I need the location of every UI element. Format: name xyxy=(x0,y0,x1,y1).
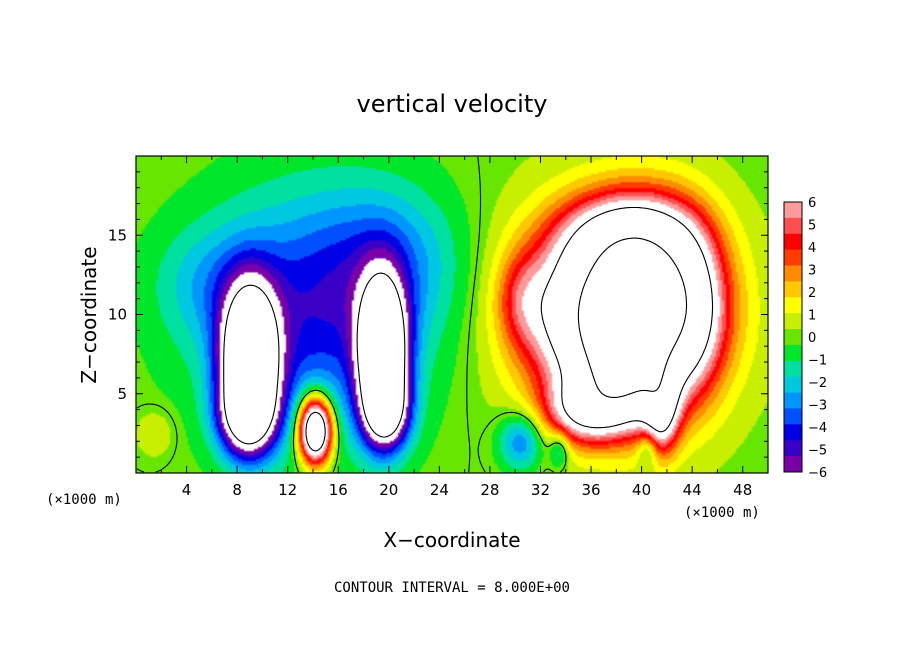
colorbar-segment xyxy=(784,217,802,235)
contour-negative xyxy=(223,272,406,445)
colorbar-segment xyxy=(784,281,802,298)
contour-line xyxy=(305,206,714,452)
x-tick-label: 24 xyxy=(430,481,449,499)
colorbar-tick-label: −5 xyxy=(808,444,827,459)
colorbar-segment xyxy=(784,456,802,473)
x-tick-label: 32 xyxy=(531,481,550,499)
colorbar-tick-label: 6 xyxy=(808,196,816,211)
colorbar-segment xyxy=(784,360,802,378)
x-tick-label: 44 xyxy=(683,481,702,499)
colorbar-tick-label: −1 xyxy=(808,354,827,369)
colorbar-tick-label: −6 xyxy=(808,466,827,481)
colorbar-tick-label: 2 xyxy=(808,286,816,301)
y-tick-label: 15 xyxy=(108,226,127,244)
colorbar-segment xyxy=(784,265,802,282)
contour-line xyxy=(577,237,688,398)
x-tick-label: 40 xyxy=(632,481,651,499)
y-tick-label: 10 xyxy=(108,306,127,324)
x-unit-label-left: (×1000 m) xyxy=(46,492,122,508)
colorbar: 6 5 4 3 2 1 0 −1 −2 −3 −4 −5 −6 xyxy=(783,196,827,481)
colorbar-segment xyxy=(784,202,802,219)
velocity-field-image xyxy=(136,156,768,473)
x-tick-label: 4 xyxy=(182,481,192,499)
x-tick-label: 28 xyxy=(480,481,499,499)
contour-lines xyxy=(136,156,714,473)
colorbar-segment xyxy=(784,233,802,251)
colorbar-segment xyxy=(784,440,802,457)
colorbar-segment xyxy=(784,344,802,362)
x-tick-label: 12 xyxy=(278,481,297,499)
x-axis-ticks: 4 8 12 16 20 24 28 32 36 40 44 48 xyxy=(160,156,752,499)
x-tick-label: 48 xyxy=(733,481,752,499)
colorbar-segment xyxy=(784,376,802,394)
colorbar-tick-label: −2 xyxy=(808,376,827,391)
colorbar-segment xyxy=(784,408,802,425)
x-unit-label-right: (×1000 m) xyxy=(684,505,760,521)
x-axis-title: X−coordinate xyxy=(383,528,520,552)
colorbar-segment xyxy=(784,424,802,441)
y-axis-ticks: 5 10 15 xyxy=(108,171,768,458)
x-tick-label: 20 xyxy=(379,481,398,499)
x-tick-label: 36 xyxy=(581,481,600,499)
contour-line xyxy=(136,156,567,473)
x-tick-label: 8 xyxy=(232,481,242,499)
colorbar-segment xyxy=(784,297,802,314)
colorbar-tick-label: −4 xyxy=(808,421,827,436)
colorbar-frame xyxy=(783,201,803,473)
colorbar-segment xyxy=(784,313,802,330)
colorbar-tick-label: 5 xyxy=(808,219,816,234)
chart-title: vertical velocity xyxy=(357,90,548,118)
colorbar-tick-label: 1 xyxy=(808,309,816,324)
colorbar-segment xyxy=(784,329,802,346)
colorbar-segment xyxy=(784,392,802,409)
colorbar-tick-label: 0 xyxy=(808,331,816,346)
y-axis-title: Z−coordinate xyxy=(77,246,101,383)
colorbar-tick-label: −3 xyxy=(808,399,827,414)
colorbar-tick-label: 3 xyxy=(808,264,816,279)
contour-interval-note: CONTOUR INTERVAL = 8.000E+00 xyxy=(334,580,570,596)
y-tick-label: 5 xyxy=(117,385,127,403)
colorbar-tick-label: 4 xyxy=(808,241,816,256)
colorbar-segment xyxy=(784,249,802,267)
x-tick-label: 16 xyxy=(329,481,348,499)
